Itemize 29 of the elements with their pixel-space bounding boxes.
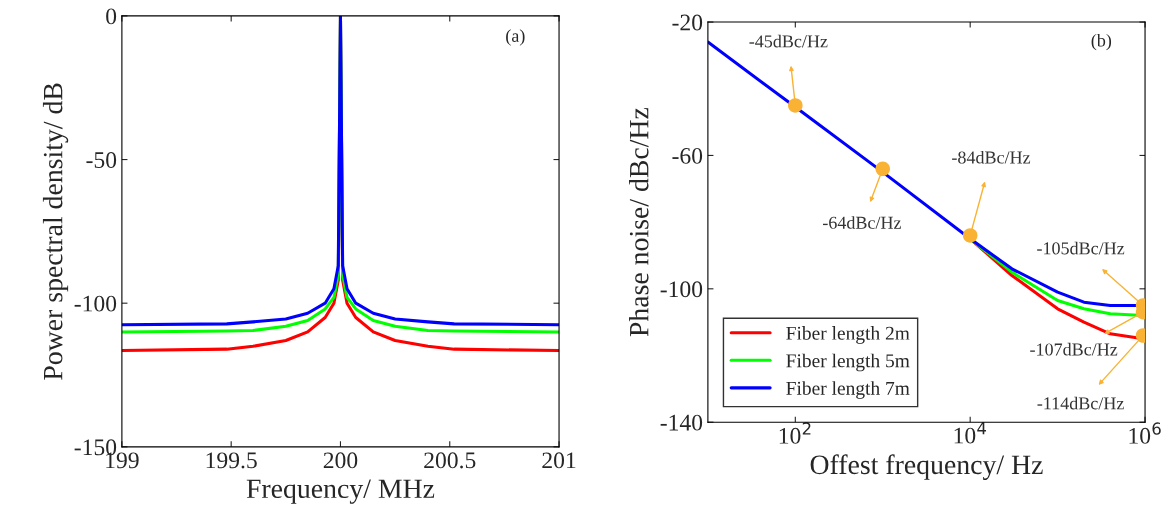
x-axis-title: Offest frequency/ Hz <box>810 454 1043 480</box>
legend-label: Fiber length 5m <box>786 353 910 372</box>
y-tick-label: -140 <box>660 414 703 431</box>
y-tick-label: -100 <box>660 281 703 298</box>
annotation: -114dBc/Hz <box>1037 396 1124 410</box>
x-tick-label: 10$^{2}$ <box>779 422 811 444</box>
y-axis-title: Phase noise/ dBc/Hz <box>629 107 649 337</box>
x-tick-label: 199.5 <box>206 452 257 469</box>
x-tick-label: 200 <box>323 452 358 469</box>
x-tick-label: 201 <box>542 452 576 469</box>
annotation: -84dBc/Hz <box>952 150 1031 164</box>
annotation: -107dBc/Hz <box>1030 342 1118 356</box>
legend-label: Fiber length 2m <box>786 326 910 344</box>
y-tick-label: 0 <box>106 8 117 25</box>
y-tick-label: -60 <box>672 147 703 164</box>
annotation: -45dBc/Hz <box>749 34 828 48</box>
x-tick-label: 200.5 <box>424 452 476 469</box>
x-tick-label: 10$^{6}$ <box>1129 422 1161 444</box>
y-tick-label: -100 <box>74 295 117 312</box>
y-axis-title: Power spectral density/ dB <box>42 83 69 380</box>
annotation: (a) <box>506 29 525 46</box>
x-tick-label: 10$^{4}$ <box>954 422 987 444</box>
legend-label: Fiber length 7m <box>786 381 910 399</box>
x-axis-title: Frequency/ MHz <box>246 479 435 504</box>
y-tick-label: -50 <box>86 152 117 168</box>
y-tick-label: -20 <box>672 14 703 31</box>
annotation: (b) <box>1091 33 1112 51</box>
annotation: -105dBc/Hz <box>1037 241 1125 255</box>
annotation: -64dBc/Hz <box>822 216 902 229</box>
